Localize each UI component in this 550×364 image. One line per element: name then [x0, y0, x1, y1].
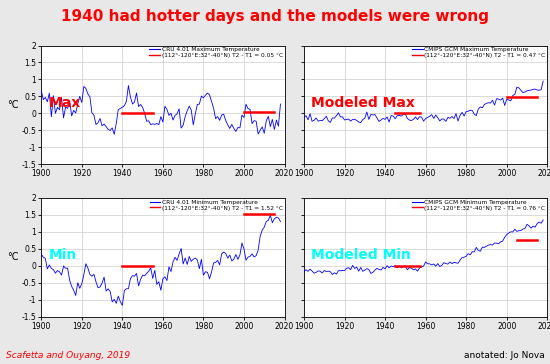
Legend: CRU 4.01 Maximum Temperature, (112°-120°E:32°-40°N) T2 - T1 = 0.05 °C: CRU 4.01 Maximum Temperature, (112°-120°…: [149, 47, 283, 59]
Legend: CMIPS GCM Minimum Temperature, (112°-120°E:32°-40°N) T2 - T1 = 0.76 °C: CMIPS GCM Minimum Temperature, (112°-120…: [411, 199, 546, 211]
Y-axis label: °C: °C: [8, 252, 19, 262]
Text: anotated: Jo Nova: anotated: Jo Nova: [464, 351, 544, 360]
Legend: CMIPS GCM Maximum Temperature, (112°-120°E:32°-40°N) T2 - T1 = 0.47 °C: CMIPS GCM Maximum Temperature, (112°-120…: [411, 47, 546, 59]
Text: 1940 had hotter days and the models were wrong: 1940 had hotter days and the models were…: [61, 9, 489, 24]
Text: Modeled Max: Modeled Max: [311, 96, 415, 110]
Text: Max: Max: [48, 96, 81, 110]
Legend: CRU 4.01 Minimum Temperature, (112°-120°E:32°-40°N) T2 - T1 = 1.52 °C: CRU 4.01 Minimum Temperature, (112°-120°…: [149, 199, 283, 211]
Text: Scafetta and Ouyang, 2019: Scafetta and Ouyang, 2019: [6, 351, 130, 360]
Y-axis label: °C: °C: [8, 100, 19, 110]
Text: Min: Min: [48, 248, 77, 262]
Text: Modeled Min: Modeled Min: [311, 248, 411, 262]
